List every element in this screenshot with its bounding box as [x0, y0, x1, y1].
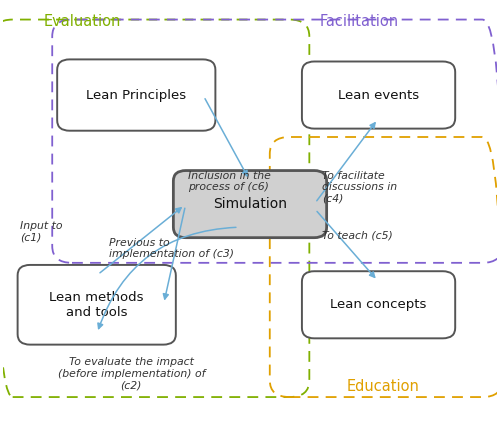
- Text: To teach (c5): To teach (c5): [322, 231, 392, 241]
- Text: Lean events: Lean events: [338, 88, 419, 102]
- Text: Inclusion in the
process of (c6): Inclusion in the process of (c6): [188, 170, 271, 192]
- Text: Facilitation: Facilitation: [319, 14, 398, 29]
- Text: Previous to
implementation of (c3): Previous to implementation of (c3): [109, 238, 234, 259]
- Text: Education: Education: [347, 379, 420, 394]
- Text: Input to
(c1): Input to (c1): [20, 221, 62, 242]
- FancyBboxPatch shape: [174, 170, 326, 238]
- Text: Lean concepts: Lean concepts: [330, 298, 426, 311]
- Text: To evaluate the impact
(before implementation) of
(c2): To evaluate the impact (before implement…: [58, 357, 205, 391]
- FancyBboxPatch shape: [302, 271, 455, 338]
- FancyBboxPatch shape: [57, 60, 216, 131]
- Text: Lean methods
and tools: Lean methods and tools: [50, 291, 144, 319]
- Text: To facilitate
discussions in
(c4): To facilitate discussions in (c4): [322, 170, 397, 204]
- FancyBboxPatch shape: [302, 62, 455, 129]
- Text: Evaluation: Evaluation: [43, 14, 120, 29]
- Text: Simulation: Simulation: [213, 197, 287, 211]
- FancyBboxPatch shape: [18, 265, 176, 345]
- Text: Lean Principles: Lean Principles: [86, 88, 186, 102]
